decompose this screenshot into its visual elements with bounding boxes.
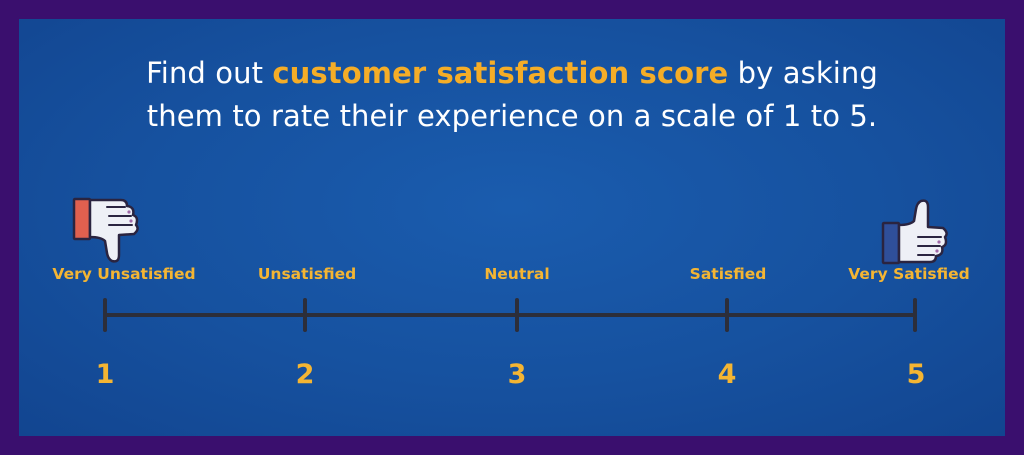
thumbs-down-icon bbox=[72, 197, 139, 263]
headline-line-2: them to rate their experience on a scale… bbox=[146, 99, 878, 133]
headline-text-end: by asking bbox=[728, 56, 878, 90]
scale-label-neutral: Neutral bbox=[484, 265, 550, 283]
scale-number-3: 3 bbox=[507, 359, 527, 390]
scale-label-very-unsatisfied: Very Unsatisfied bbox=[52, 265, 196, 283]
scale-number-5: 5 bbox=[906, 359, 926, 390]
thumbs-up-icon bbox=[881, 199, 948, 265]
infographic-panel: Find out customer satisfaction score by … bbox=[19, 19, 1005, 436]
scale-label-very-satisfied: Very Satisfied bbox=[848, 265, 970, 283]
scale-label-unsatisfied: Unsatisfied bbox=[257, 265, 357, 283]
headline-text-start: Find out bbox=[146, 56, 273, 90]
headline: Find out customer satisfaction score by … bbox=[19, 52, 1005, 138]
rating-scale-line bbox=[103, 298, 917, 332]
scale-label-satisfied: Satisfied bbox=[689, 265, 767, 283]
scale-number-4: 4 bbox=[717, 359, 737, 390]
headline-highlight: customer satisfaction score bbox=[272, 56, 729, 90]
scale-number-1: 1 bbox=[95, 359, 115, 390]
scale-number-2: 2 bbox=[295, 359, 315, 390]
